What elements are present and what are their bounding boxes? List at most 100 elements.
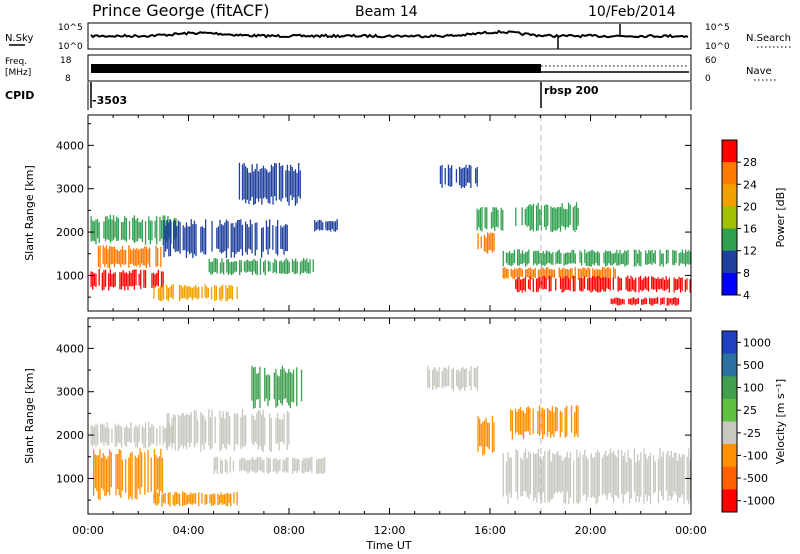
velocity-panel-mark bbox=[487, 422, 489, 448]
power-panel-mark bbox=[660, 298, 662, 305]
power-panel-mark bbox=[589, 268, 591, 279]
power-panel-mark bbox=[492, 207, 494, 228]
velocity-panel-mark bbox=[549, 449, 551, 502]
power-panel-mark bbox=[444, 168, 446, 185]
velocity-panel-mark bbox=[303, 458, 305, 474]
velocity-panel-mark bbox=[563, 458, 565, 503]
velocity-panel-mark bbox=[94, 454, 96, 489]
power-panel-mark bbox=[189, 226, 191, 255]
power-panel-mark bbox=[142, 248, 144, 266]
power-panel-mark bbox=[201, 226, 204, 252]
power-panel-mark bbox=[526, 206, 528, 227]
power-panel-mark bbox=[130, 272, 132, 287]
power-panel-mark bbox=[668, 277, 670, 293]
power-panel-mark bbox=[537, 250, 540, 265]
power-panel-mark bbox=[518, 267, 520, 279]
velocity-panel-mark bbox=[526, 458, 528, 497]
power-panel-mark bbox=[133, 247, 135, 266]
velocity-panel-mark bbox=[278, 376, 280, 400]
power-panel-mark bbox=[502, 250, 504, 267]
power-panel-mark bbox=[580, 278, 582, 292]
velocity-panel-mark bbox=[188, 494, 190, 504]
power-panel-mark bbox=[507, 252, 509, 265]
velocity-panel-mark bbox=[201, 493, 203, 504]
power-panel-mark bbox=[170, 285, 173, 298]
power-panel-mark bbox=[502, 209, 504, 231]
velocity-panel-mark bbox=[548, 409, 550, 432]
velocity-panel-mark bbox=[103, 424, 105, 446]
power-panel-mark bbox=[256, 163, 258, 199]
velocity-panel-mark bbox=[630, 459, 632, 499]
power-panel-mark bbox=[681, 249, 684, 264]
velocity-panel-mark bbox=[125, 459, 127, 493]
power-panel-mark bbox=[550, 206, 552, 232]
power-panel-mark bbox=[127, 273, 129, 290]
power-panel-mark bbox=[651, 249, 653, 265]
velocity-panel-mark bbox=[662, 451, 664, 501]
velocity-panel-mark bbox=[252, 456, 254, 472]
power-panel-mark bbox=[614, 268, 616, 279]
power-panel-mark bbox=[241, 224, 244, 256]
power-panel-mark bbox=[245, 221, 247, 253]
velocity-panel-mark bbox=[254, 419, 256, 442]
power-panel-mark bbox=[200, 226, 202, 253]
velocity-panel-mark bbox=[277, 412, 279, 444]
velocity-panel-mark bbox=[268, 375, 271, 401]
power-panel-mark bbox=[262, 227, 264, 252]
velocity-panel-mark bbox=[570, 405, 573, 433]
velocity-panel-mark bbox=[536, 453, 538, 503]
power-panel-mark bbox=[208, 259, 210, 273]
power-panel-mark bbox=[196, 287, 198, 300]
power-panel-mark bbox=[521, 250, 524, 264]
velocity-panel-mark bbox=[673, 452, 676, 492]
power-panel-mark bbox=[176, 226, 178, 252]
velocity-panel-mark bbox=[256, 457, 259, 473]
velocity-panel-colorbar-swatch bbox=[722, 331, 737, 355]
velocity-panel-mark bbox=[263, 459, 265, 473]
power-panel-mark bbox=[552, 252, 554, 265]
power-panel-mark bbox=[317, 220, 319, 230]
power-panel-region bbox=[610, 297, 680, 306]
power-panel-mark bbox=[256, 222, 258, 250]
power-panel-mark bbox=[544, 253, 546, 266]
velocity-panel-mark bbox=[553, 412, 555, 437]
velocity-panel-mark bbox=[166, 413, 168, 451]
velocity-panel-mark bbox=[645, 454, 647, 495]
power-panel-mark bbox=[250, 261, 252, 272]
power-panel-mark bbox=[104, 269, 107, 287]
velocity-panel-mark bbox=[561, 411, 563, 433]
power-panel-mark bbox=[617, 298, 619, 306]
velocity-panel-mark bbox=[573, 460, 575, 504]
power-panel-region bbox=[153, 284, 238, 302]
power-panel-mark bbox=[640, 251, 642, 267]
velocity-panel-mark bbox=[130, 422, 132, 443]
velocity-panel-mark bbox=[96, 424, 99, 445]
power-panel-mark bbox=[535, 205, 538, 232]
power-panel-mark bbox=[678, 276, 680, 289]
power-panel-mark bbox=[476, 166, 478, 187]
velocity-panel-mark bbox=[225, 493, 227, 506]
velocity-panel-mark bbox=[164, 428, 166, 442]
power-panel-mark bbox=[223, 262, 225, 275]
power-panel-mark bbox=[617, 253, 620, 266]
power-panel-mark bbox=[191, 288, 193, 301]
power-panel-mark bbox=[609, 268, 612, 279]
velocity-panel-mark bbox=[475, 367, 477, 388]
power-panel-mark bbox=[563, 208, 565, 227]
power-panel-mark bbox=[497, 209, 499, 228]
power-panel-mark bbox=[621, 298, 624, 304]
velocity-panel-mark bbox=[627, 449, 629, 492]
freq-block bbox=[91, 64, 541, 73]
velocity-panel-mark bbox=[221, 417, 223, 450]
velocity-panel-mark bbox=[141, 452, 143, 488]
power-panel-mark bbox=[255, 260, 257, 275]
velocity-panel-mark bbox=[558, 455, 560, 492]
power-panel-mark bbox=[254, 222, 256, 256]
velocity-panel-mark bbox=[452, 367, 455, 392]
power-panel-mark bbox=[587, 266, 589, 277]
velocity-panel-mark bbox=[169, 491, 171, 507]
power-panel-mark bbox=[449, 167, 451, 187]
power-panel-mark bbox=[129, 248, 132, 265]
power-panel-mark bbox=[455, 169, 458, 183]
velocity-panel-mark bbox=[629, 457, 631, 503]
